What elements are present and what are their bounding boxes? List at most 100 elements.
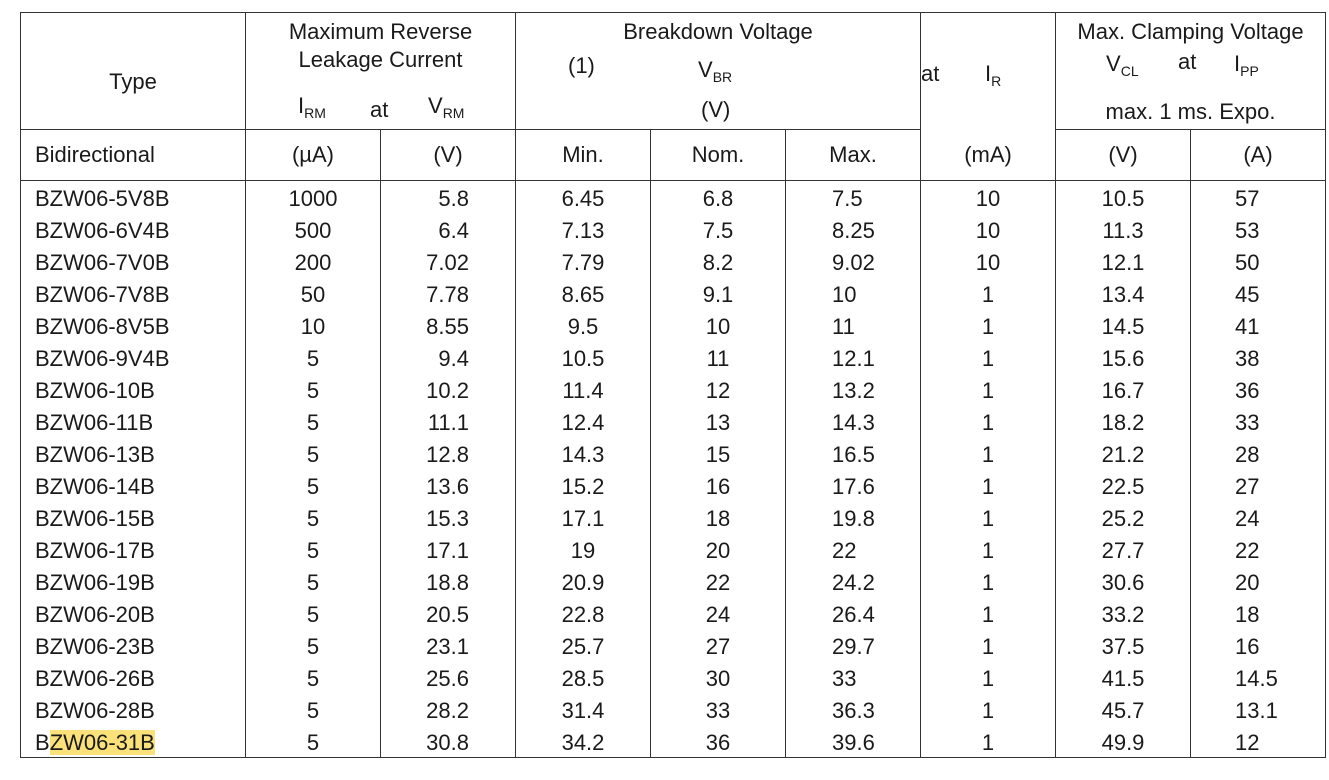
type-first-char: B — [35, 730, 50, 755]
cell-type: BZW06-15B — [20, 501, 246, 533]
cell-vrm: 15.3 — [380, 501, 516, 533]
cell-nom: 6.8 — [650, 180, 786, 213]
cell-irm: 10 — [245, 309, 381, 341]
cell-irm: 5 — [245, 661, 381, 693]
cell-ipp: 50 — [1190, 245, 1327, 277]
cell-vcl: 18.2 — [1055, 405, 1192, 437]
cell-nom: 22 — [650, 565, 786, 597]
ir-header: at IR — [920, 12, 1057, 130]
cell-type: BZW06-8V5B — [20, 309, 246, 341]
cell-type: BZW06-9V4B — [20, 341, 246, 373]
cell-ir: 1 — [920, 501, 1057, 533]
cell-nom: 9.1 — [650, 277, 786, 309]
cell-min: 25.7 — [515, 629, 651, 661]
cell-max: 8.25 — [784, 213, 922, 245]
leakage-title-line2: Leakage Current — [298, 47, 463, 72]
cell-min: 19 — [515, 533, 651, 565]
cell-max: 13.2 — [784, 373, 922, 405]
clamping-header: Max. Clamping Voltage VCL at IPP max. 1 … — [1055, 12, 1327, 130]
cell-vrm: 5.8 — [380, 180, 516, 213]
cell-min: 11.4 — [515, 373, 651, 405]
clamping-title: Max. Clamping Voltage — [1077, 19, 1304, 44]
breakdown-title: Breakdown Voltage — [623, 19, 813, 44]
table-row: BZW06-13B 5 12.8 14.3 15 16.5 1 21.2 28 — [20, 437, 1327, 469]
cell-min: 15.2 — [515, 469, 651, 501]
cell-nom: 16 — [650, 469, 786, 501]
cell-min: 10.5 — [515, 341, 651, 373]
cell-ipp: 22 — [1190, 533, 1327, 565]
cell-vcl: 27.7 — [1055, 533, 1192, 565]
vbr-symbol: VBR — [698, 57, 733, 85]
at-label-clamping: at — [1178, 49, 1197, 74]
cell-vcl: 33.2 — [1055, 597, 1192, 629]
cell-type: BZW06-13B — [20, 437, 246, 469]
cell-type: BZW06-7V0B — [20, 245, 246, 277]
cell-irm: 500 — [245, 213, 381, 245]
cell-ipp: 33 — [1190, 405, 1327, 437]
cell-max: 39.6 — [784, 725, 922, 758]
cell-nom: 18 — [650, 501, 786, 533]
cell-type: BZW06-10B — [20, 373, 246, 405]
cell-vcl: 10.5 — [1055, 180, 1192, 213]
cell-ipp: 24 — [1190, 501, 1327, 533]
cell-ipp: 38 — [1190, 341, 1327, 373]
cell-type: BZW06-11B — [20, 405, 246, 437]
cell-min: 7.13 — [515, 213, 651, 245]
type-header: Type — [20, 12, 246, 130]
breakdown-header: Breakdown Voltage (1) VBR (V) — [514, 12, 922, 130]
table-row: BZW06-6V4B 500 6.4 7.13 7.5 8.25 10 11.3 53 — [20, 213, 1327, 245]
cell-max: 7.5 — [784, 180, 922, 213]
cell-type: BZW06-7V8B — [20, 277, 246, 309]
cell-ir: 1 — [920, 597, 1057, 629]
cell-type: BZW06-28B — [20, 693, 246, 725]
cell-type: BZW06-5V8B — [20, 180, 246, 213]
highlighted-text: ZW06-31B — [49, 730, 155, 755]
table-row: BZW06-11B 5 11.1 12.4 13 14.3 1 18.2 33 — [20, 405, 1327, 437]
cell-vcl: 21.2 — [1055, 437, 1192, 469]
cell-irm: 5 — [245, 469, 381, 501]
cell-min: 7.79 — [515, 245, 651, 277]
cell-nom: 11 — [650, 341, 786, 373]
cell-min: 14.3 — [515, 437, 651, 469]
cell-nom: 27 — [650, 629, 786, 661]
cell-ir: 1 — [920, 565, 1057, 597]
cell-irm: 5 — [245, 437, 381, 469]
table-row: BZW06-28B 5 28.2 31.4 33 36.3 1 45.7 13.1 — [20, 693, 1327, 725]
cell-nom: 7.5 — [650, 213, 786, 245]
cell-min: 20.9 — [515, 565, 651, 597]
cell-vrm: 12.8 — [380, 437, 516, 469]
cell-ir: 1 — [920, 533, 1057, 565]
ir-symbol: IR — [985, 61, 1002, 89]
cell-ir: 1 — [920, 693, 1057, 725]
cell-ir: 1 — [920, 469, 1057, 501]
cell-vcl: 15.6 — [1055, 341, 1192, 373]
ipp-symbol: IPP — [1234, 51, 1259, 79]
cell-type: BZW06-19B — [20, 565, 246, 597]
unit-ipp: (A) — [1190, 129, 1327, 181]
cell-ipp: 36 — [1190, 373, 1327, 405]
cell-vrm: 13.6 — [380, 469, 516, 501]
cell-ipp: 27 — [1190, 469, 1327, 501]
cell-irm: 5 — [245, 597, 381, 629]
unit-min: Min. — [515, 129, 651, 181]
cell-nom: 20 — [650, 533, 786, 565]
cell-irm: 5 — [245, 405, 381, 437]
cell-ir: 1 — [920, 661, 1057, 693]
unit-ir: (mA) — [920, 129, 1057, 181]
cell-max: 14.3 — [784, 405, 922, 437]
cell-min: 31.4 — [515, 693, 651, 725]
cell-type: BZW06-23B — [20, 629, 246, 661]
cell-irm: 5 — [245, 373, 381, 405]
cell-max: 24.2 — [784, 565, 922, 597]
table-row: BZW06-14B 5 13.6 15.2 16 17.6 1 22.5 27 — [20, 469, 1327, 501]
cell-vrm: 18.8 — [380, 565, 516, 597]
clamping-note: max. 1 ms. Expo. — [1105, 99, 1276, 124]
unit-type: Bidirectional — [20, 129, 246, 181]
cell-max: 10 — [784, 277, 922, 309]
table-row: BZW06-20B 5 20.5 22.8 24 26.4 1 33.2 18 — [20, 597, 1327, 629]
unit-vrm: (V) — [380, 129, 516, 181]
cell-max: 9.02 — [784, 245, 922, 277]
cell-type: BZW06-20B — [20, 597, 246, 629]
cell-irm: 5 — [245, 693, 381, 725]
cell-ir: 1 — [920, 629, 1057, 661]
